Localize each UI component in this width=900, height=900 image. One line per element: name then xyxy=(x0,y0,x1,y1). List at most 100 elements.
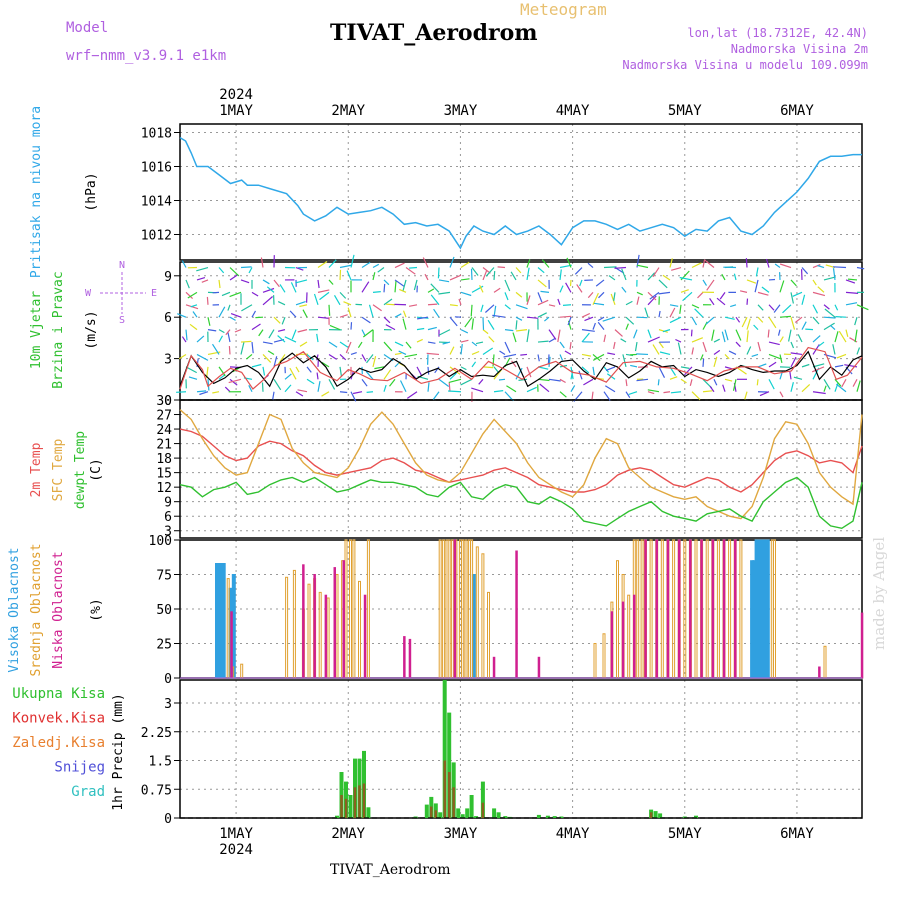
wind-arrow xyxy=(361,316,371,324)
wind-arrow xyxy=(427,326,437,331)
wind-arrow xyxy=(460,378,473,386)
wind-arrow xyxy=(757,291,769,296)
wind-arrow xyxy=(402,310,407,318)
wind-arrow xyxy=(261,382,264,392)
wind-arrow xyxy=(793,376,803,380)
sfc-temp-line xyxy=(179,409,863,520)
wind-arrow xyxy=(241,304,253,312)
wind-arrow xyxy=(437,267,440,279)
wind-arrow xyxy=(328,341,338,348)
wind-arrow xyxy=(317,380,321,392)
wind-arrow xyxy=(295,279,308,284)
wind-arrow xyxy=(328,279,334,285)
panel-frame xyxy=(179,679,863,819)
wind-arrow xyxy=(230,313,242,318)
wind-arrow xyxy=(316,372,319,380)
wind-arrow xyxy=(581,329,595,332)
wind-arrow xyxy=(488,336,495,343)
mid-cloud-bar xyxy=(358,580,361,679)
wind-arrow xyxy=(757,304,764,311)
wind-arrow xyxy=(438,291,451,295)
mid-cloud-bar xyxy=(705,539,709,679)
wind-arrow xyxy=(607,352,616,356)
wind-arrow xyxy=(703,259,715,268)
convective-rain-bar xyxy=(358,785,361,818)
low-cloud-bar xyxy=(666,539,670,679)
wind-arrow xyxy=(722,384,726,392)
wind-arrow xyxy=(630,364,638,368)
wind-arrow xyxy=(680,289,689,293)
wind-arrow xyxy=(574,267,583,275)
wind-arrow xyxy=(671,266,682,271)
wind-arrow xyxy=(478,378,484,385)
wind-arrow xyxy=(383,316,391,324)
wind-arrow xyxy=(705,316,715,325)
wind-arrow xyxy=(438,378,450,387)
wind-arrow xyxy=(339,366,343,377)
low-cloud-bar xyxy=(689,539,692,679)
wind-arrow xyxy=(262,287,275,293)
wind-arrow xyxy=(385,324,396,331)
low-cloud-bar xyxy=(621,601,625,679)
wind-arrow xyxy=(788,329,792,342)
wind-arrow xyxy=(669,258,673,268)
wind-arrow xyxy=(329,324,341,331)
wind-arrow xyxy=(823,304,830,310)
wind-arrow xyxy=(779,391,784,398)
compass-label-s: S xyxy=(119,315,125,326)
wind-arrow xyxy=(273,378,282,391)
mid-cloud-bar xyxy=(318,591,322,679)
wind-arrow xyxy=(262,354,272,363)
wind-arrow xyxy=(591,391,594,400)
wind-arrow xyxy=(430,283,440,293)
x-tick-label-bottom: 3MAY xyxy=(444,826,478,842)
wind-arrow xyxy=(277,301,286,306)
wind-arrow xyxy=(471,361,477,368)
wind-arrow xyxy=(713,356,718,368)
y-tick-label: 21 xyxy=(156,438,172,453)
wind-arrow xyxy=(218,306,226,318)
wind-arrow xyxy=(504,329,514,332)
total-rain-bar xyxy=(460,814,465,818)
wind-arrow xyxy=(480,304,484,313)
wind-arrow xyxy=(628,391,638,395)
wind-arrow xyxy=(669,307,676,318)
wind-arrow xyxy=(559,391,567,398)
wind-arrow xyxy=(394,313,402,318)
wind-arrow xyxy=(721,331,726,343)
low-cloud-bar xyxy=(342,560,345,679)
wind-arrow xyxy=(284,336,297,343)
wind-arrow xyxy=(352,391,363,395)
wind-arrow xyxy=(856,347,861,355)
wind-arrow xyxy=(773,304,781,313)
wind-arrow xyxy=(518,378,528,381)
total-rain-bar xyxy=(465,808,470,818)
low-cloud-bar xyxy=(408,638,412,679)
wind-arrow xyxy=(295,301,306,306)
wind-arrow xyxy=(824,308,836,318)
y-tick-label: 0.75 xyxy=(141,783,172,798)
wind-arrow xyxy=(797,334,803,343)
wind-speed-line xyxy=(179,350,863,388)
wind-arrow xyxy=(597,321,605,330)
low-cloud-bar xyxy=(515,550,518,679)
total-rain-bar xyxy=(559,816,564,818)
wind-arrow xyxy=(289,367,297,380)
wind-arrow xyxy=(790,279,797,287)
convective-rain-bar xyxy=(443,760,446,818)
wind-arrow xyxy=(845,302,858,306)
wind-arrow xyxy=(317,261,328,269)
t2m-axis-label: 2m Temp xyxy=(29,442,44,497)
wind-arrow xyxy=(768,361,777,368)
wind-arrow xyxy=(597,316,605,322)
wind-arrow xyxy=(662,329,671,333)
wind-arrow xyxy=(449,274,462,281)
wind-arrow xyxy=(339,354,347,361)
wind-arrow xyxy=(753,324,759,331)
wind-arrow xyxy=(449,346,455,355)
wind-arrow xyxy=(614,329,623,337)
wind-arrow xyxy=(383,298,393,306)
mid-cloud-bar xyxy=(475,546,479,679)
wind-arrow xyxy=(741,316,748,328)
total-rain-bar xyxy=(545,815,550,818)
